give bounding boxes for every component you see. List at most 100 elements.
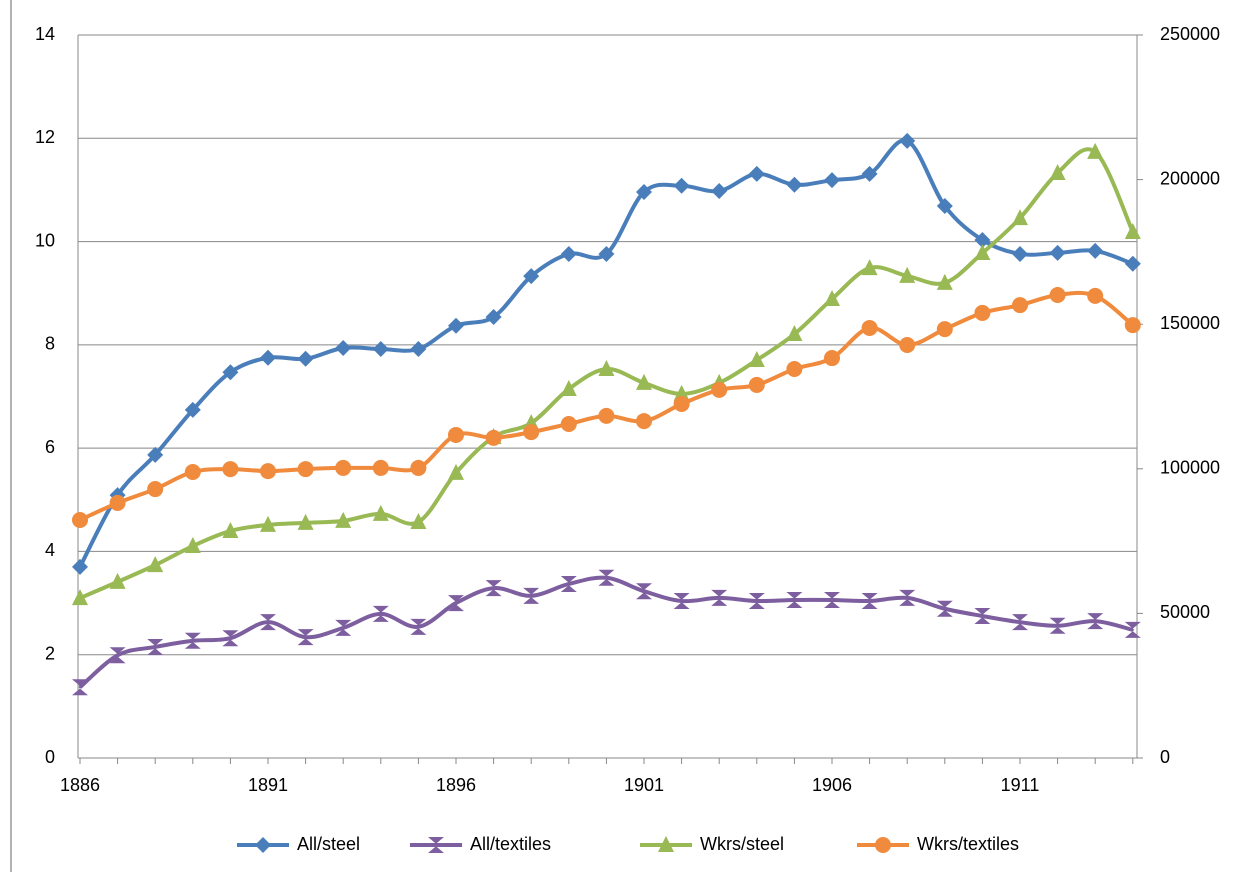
marker bbox=[560, 245, 577, 262]
y-tick-label: 10 bbox=[35, 230, 55, 250]
marker bbox=[184, 537, 201, 554]
x-tick-label: 1906 bbox=[812, 775, 852, 795]
marker bbox=[297, 461, 314, 478]
y2-tick-label: 100000 bbox=[1160, 458, 1220, 478]
marker bbox=[184, 463, 201, 480]
x-tick-label: 1891 bbox=[248, 775, 288, 795]
marker bbox=[1124, 255, 1141, 272]
y2-tick-label: 200000 bbox=[1160, 168, 1220, 188]
marker bbox=[899, 337, 916, 354]
marker bbox=[72, 511, 88, 528]
marker bbox=[861, 259, 878, 276]
marker bbox=[786, 591, 803, 608]
marker bbox=[861, 593, 878, 610]
legend-label: All/steel bbox=[297, 834, 360, 854]
marker bbox=[711, 589, 728, 606]
marker bbox=[673, 396, 690, 413]
marker bbox=[335, 339, 352, 356]
marker bbox=[658, 836, 674, 852]
marker bbox=[560, 575, 577, 592]
marker bbox=[824, 172, 840, 189]
marker bbox=[786, 325, 803, 342]
marker bbox=[974, 232, 991, 249]
marker bbox=[1012, 209, 1028, 226]
x-tick-label: 1886 bbox=[60, 775, 100, 795]
marker bbox=[485, 580, 502, 597]
legend-item: Wkrs/textiles bbox=[857, 834, 1019, 854]
legend-label: All/textiles bbox=[470, 834, 551, 854]
marker bbox=[184, 401, 201, 418]
marker bbox=[372, 504, 389, 521]
marker bbox=[523, 268, 540, 285]
marker bbox=[1124, 222, 1141, 239]
marker bbox=[372, 605, 389, 622]
y2-tick-label: 150000 bbox=[1160, 313, 1220, 333]
marker bbox=[448, 317, 464, 334]
marker bbox=[748, 376, 765, 393]
marker bbox=[428, 837, 444, 853]
marker bbox=[636, 413, 652, 430]
marker bbox=[410, 459, 427, 476]
marker bbox=[711, 182, 728, 199]
marker bbox=[335, 619, 352, 636]
marker bbox=[974, 304, 991, 321]
marker bbox=[899, 266, 916, 283]
marker bbox=[222, 364, 239, 381]
marker bbox=[72, 589, 88, 606]
marker bbox=[1049, 163, 1066, 180]
marker bbox=[598, 569, 615, 586]
marker bbox=[297, 350, 314, 367]
marker bbox=[485, 308, 502, 325]
marker bbox=[410, 513, 427, 530]
marker bbox=[1012, 245, 1028, 262]
series-line bbox=[78, 575, 1134, 689]
y-tick-label: 8 bbox=[45, 334, 55, 354]
marker bbox=[936, 600, 953, 617]
y-tick-label: 0 bbox=[45, 747, 55, 767]
marker bbox=[598, 245, 615, 262]
marker bbox=[147, 556, 164, 573]
marker bbox=[297, 629, 314, 646]
marker bbox=[1087, 613, 1104, 630]
marker bbox=[147, 481, 164, 498]
marker bbox=[335, 511, 352, 528]
marker bbox=[786, 361, 803, 378]
y2-tick-label: 50000 bbox=[1160, 602, 1210, 622]
marker bbox=[410, 340, 427, 357]
y2-tick-label: 0 bbox=[1160, 747, 1170, 767]
marker bbox=[147, 638, 164, 655]
marker bbox=[636, 183, 652, 200]
marker bbox=[147, 446, 164, 463]
marker bbox=[1087, 242, 1104, 259]
marker bbox=[824, 591, 840, 608]
x-tick-label: 1896 bbox=[436, 775, 476, 795]
marker bbox=[222, 630, 239, 647]
marker bbox=[1124, 621, 1141, 638]
marker bbox=[875, 837, 891, 853]
marker bbox=[974, 607, 991, 624]
legend-item: All/steel bbox=[237, 834, 360, 854]
marker bbox=[448, 595, 464, 612]
marker bbox=[448, 426, 464, 443]
marker bbox=[109, 494, 126, 511]
marker bbox=[824, 350, 840, 367]
marker bbox=[598, 360, 615, 377]
marker bbox=[485, 429, 502, 446]
marker bbox=[673, 593, 690, 610]
marker bbox=[711, 381, 728, 398]
marker bbox=[560, 415, 577, 432]
y-tick-label: 14 bbox=[35, 24, 55, 44]
marker bbox=[72, 679, 88, 696]
marker bbox=[1012, 614, 1028, 631]
marker bbox=[1049, 617, 1066, 634]
marker bbox=[1049, 286, 1066, 303]
y-tick-label: 2 bbox=[45, 643, 55, 663]
marker bbox=[824, 290, 840, 307]
marker bbox=[936, 197, 953, 214]
marker bbox=[523, 424, 540, 441]
series-line bbox=[78, 138, 1134, 568]
marker bbox=[598, 407, 615, 424]
y-tick-label: 12 bbox=[35, 127, 55, 147]
